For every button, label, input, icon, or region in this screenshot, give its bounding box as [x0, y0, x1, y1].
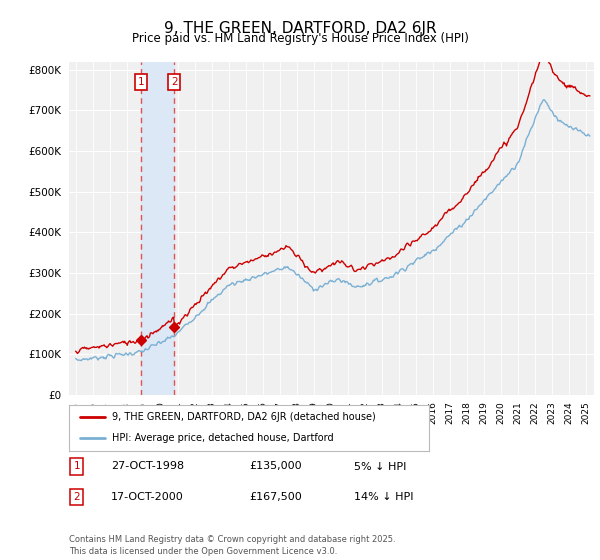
Text: 2: 2 [171, 77, 178, 87]
Text: 2: 2 [73, 492, 80, 502]
Text: Contains HM Land Registry data © Crown copyright and database right 2025.
This d: Contains HM Land Registry data © Crown c… [69, 535, 395, 556]
Text: 1: 1 [137, 77, 144, 87]
Bar [140, 62, 175, 395]
Text: 9, THE GREEN, DARTFORD, DA2 6JR: 9, THE GREEN, DARTFORD, DA2 6JR [164, 21, 436, 36]
Text: HPI: Average price, detached house, Dartford: HPI: Average price, detached house, Dart… [112, 433, 334, 444]
Text: 9, THE GREEN, DARTFORD, DA2 6JR (detached house): 9, THE GREEN, DARTFORD, DA2 6JR (detache… [112, 412, 376, 422]
Text: 5% ↓ HPI: 5% ↓ HPI [354, 461, 406, 472]
Text: Price paid vs. HM Land Registry's House Price Index (HPI): Price paid vs. HM Land Registry's House … [131, 32, 469, 45]
Text: £135,000: £135,000 [249, 461, 302, 472]
Text: £167,500: £167,500 [249, 492, 302, 502]
Text: 27-OCT-1998: 27-OCT-1998 [111, 461, 184, 472]
Text: 17-OCT-2000: 17-OCT-2000 [111, 492, 184, 502]
Text: 14% ↓ HPI: 14% ↓ HPI [354, 492, 413, 502]
Text: 1: 1 [73, 461, 80, 472]
